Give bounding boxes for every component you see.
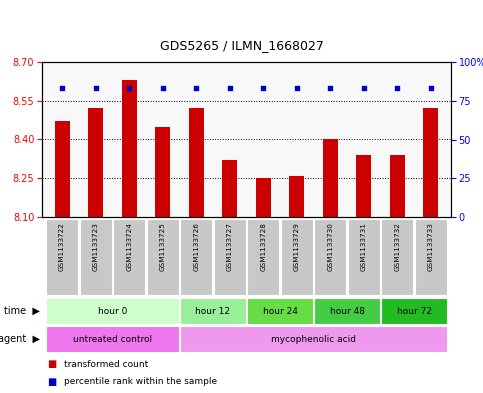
Text: GSM1133733: GSM1133733 [428, 222, 434, 271]
Bar [88, 108, 103, 217]
Bar [281, 219, 313, 296]
Point [293, 85, 300, 92]
Text: GSM1133728: GSM1133728 [260, 222, 266, 271]
Text: GSM1133730: GSM1133730 [327, 222, 333, 271]
Bar [155, 127, 170, 217]
Text: GSM1133724: GSM1133724 [126, 222, 132, 271]
Bar [348, 219, 380, 296]
Bar [180, 298, 246, 324]
Text: agent  ▶: agent ▶ [0, 334, 40, 344]
Text: hour 24: hour 24 [263, 307, 298, 316]
Bar [247, 298, 313, 324]
Text: GDS5265 / ILMN_1668027: GDS5265 / ILMN_1668027 [159, 39, 324, 52]
Text: GSM1133726: GSM1133726 [193, 222, 199, 271]
Bar [381, 219, 413, 296]
Bar [356, 155, 371, 217]
Text: GSM1133732: GSM1133732 [394, 222, 400, 271]
Text: hour 48: hour 48 [329, 307, 365, 316]
Point [259, 85, 267, 92]
Point [327, 85, 334, 92]
Bar [180, 326, 447, 352]
Bar [289, 176, 304, 217]
Bar [213, 219, 246, 296]
Bar [390, 155, 405, 217]
Text: GSM1133729: GSM1133729 [294, 222, 300, 271]
Point [360, 85, 368, 92]
Point [192, 85, 200, 92]
Point [58, 85, 66, 92]
Bar [113, 219, 145, 296]
Bar [381, 298, 447, 324]
Text: transformed count: transformed count [64, 360, 148, 369]
Bar [180, 219, 213, 296]
Text: GSM1133731: GSM1133731 [361, 222, 367, 271]
Bar [423, 108, 439, 217]
Bar [55, 121, 70, 217]
Bar [147, 219, 179, 296]
Point [92, 85, 99, 92]
Bar [415, 219, 447, 296]
Bar [256, 178, 271, 217]
Text: mycophenolic acid: mycophenolic acid [271, 334, 356, 343]
Text: percentile rank within the sample: percentile rank within the sample [64, 377, 217, 386]
Point [159, 85, 167, 92]
Bar [46, 298, 179, 324]
Point [226, 85, 234, 92]
Point [125, 85, 133, 92]
Bar [323, 140, 338, 217]
Point [394, 85, 401, 92]
Text: hour 72: hour 72 [397, 307, 432, 316]
Text: GSM1133723: GSM1133723 [93, 222, 99, 271]
Bar [80, 219, 112, 296]
Bar [189, 108, 204, 217]
Point [427, 85, 435, 92]
Text: GSM1133725: GSM1133725 [160, 222, 166, 271]
Bar [247, 219, 279, 296]
Bar [122, 80, 137, 217]
Text: ■: ■ [47, 360, 56, 369]
Bar [314, 219, 346, 296]
Bar [46, 219, 78, 296]
Text: GSM1133727: GSM1133727 [227, 222, 233, 271]
Bar [222, 160, 237, 217]
Bar [46, 326, 179, 352]
Text: GSM1133722: GSM1133722 [59, 222, 65, 271]
Text: hour 12: hour 12 [196, 307, 230, 316]
Bar [314, 298, 380, 324]
Text: time  ▶: time ▶ [4, 306, 40, 316]
Text: ■: ■ [47, 376, 56, 386]
Text: untreated control: untreated control [73, 334, 152, 343]
Text: hour 0: hour 0 [98, 307, 127, 316]
